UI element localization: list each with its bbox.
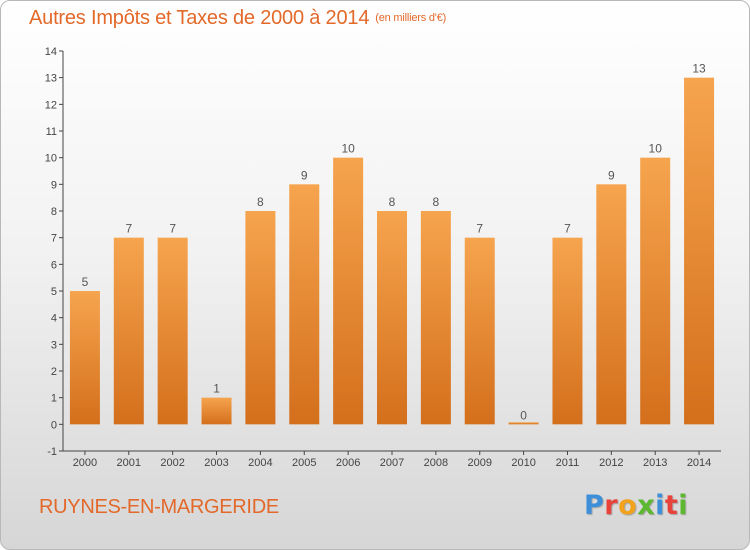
bar-2011 — [552, 237, 583, 425]
x-tick-label-2002: 2002 — [160, 457, 184, 469]
x-tick-label-2011: 2011 — [556, 457, 580, 469]
bar-2005 — [289, 184, 320, 425]
x-tick-label-2010: 2010 — [511, 457, 535, 469]
bar-2003 — [201, 397, 232, 425]
x-tick-label-2003: 2003 — [204, 457, 228, 469]
y-tick-label: 8 — [51, 206, 57, 218]
bar-2000 — [69, 291, 100, 425]
y-tick-label: -1 — [47, 446, 57, 458]
data-label-2008: 8 — [433, 195, 440, 209]
bar-2007 — [377, 211, 407, 425]
x-tick-label-2006: 2006 — [336, 457, 360, 469]
y-tick-label: 12 — [45, 99, 57, 111]
data-label-2013: 10 — [649, 142, 663, 156]
bar-2013 — [640, 157, 671, 425]
y-tick-label: 14 — [45, 46, 57, 58]
x-tick-label-2007: 2007 — [380, 457, 404, 469]
bar-2004 — [245, 211, 276, 425]
data-label-2014: 13 — [692, 62, 706, 76]
chart-unit-label: (en milliers d'€) — [375, 12, 447, 24]
x-tick-label-2012: 2012 — [599, 457, 623, 469]
bar-2008 — [420, 211, 451, 425]
x-tick-label-2013: 2013 — [643, 457, 667, 469]
commune-name: RUYNES-EN-MARGERIDE — [39, 496, 279, 518]
data-label-2009: 7 — [476, 222, 483, 236]
data-label-2006: 10 — [341, 142, 355, 156]
y-tick-label: 11 — [46, 126, 57, 138]
chart-title-text: Autres Impôts et Taxes de 2000 à 2014 — [29, 7, 370, 29]
proxiti-logo[interactable]: Proxiti — [584, 490, 689, 521]
bar-2001 — [113, 237, 144, 425]
chart-title: Autres Impôts et Taxes de 2000 à 2014 (en… — [29, 7, 446, 30]
y-tick-label: 7 — [51, 233, 57, 245]
bar-2014 — [684, 77, 715, 425]
data-label-2010: 0 — [520, 408, 527, 422]
y-tick-label: 3 — [51, 339, 57, 351]
data-label-2007: 8 — [389, 195, 396, 209]
data-label-2002: 7 — [169, 222, 176, 236]
bar-2009 — [464, 237, 495, 425]
bar-2006 — [333, 157, 364, 425]
y-tick-label: 0 — [51, 419, 57, 431]
data-label-2011: 7 — [564, 222, 571, 236]
y-tick-label: 10 — [45, 153, 57, 165]
bar-2002 — [157, 237, 188, 425]
y-tick-label: 6 — [51, 259, 57, 271]
chart-bars — [69, 77, 715, 425]
y-tick-label: 2 — [51, 366, 57, 378]
x-tick-label-2001: 2001 — [117, 457, 141, 469]
x-tick-label-2014: 2014 — [687, 457, 711, 469]
chart-data-labels: 5 7 7 1 8 9 10 8 8 7 0 7 9 10 13 — [82, 62, 706, 423]
bar-2010 — [508, 422, 539, 425]
y-tick-label: 9 — [51, 179, 57, 191]
x-tick-label-2008: 2008 — [424, 457, 448, 469]
bar-2012 — [596, 184, 627, 425]
x-tick-label-2009: 2009 — [467, 457, 491, 469]
y-tick-label: 4 — [51, 313, 57, 325]
x-tick-label-2005: 2005 — [292, 457, 316, 469]
y-tick-label: 13 — [45, 73, 57, 85]
y-tick-label: 5 — [51, 286, 57, 298]
data-label-2001: 7 — [125, 222, 132, 236]
data-label-2004: 8 — [257, 195, 264, 209]
x-tick-label-2000: 2000 — [73, 457, 97, 469]
data-label-2000: 5 — [82, 275, 89, 289]
data-label-2012: 9 — [608, 168, 615, 182]
data-label-2005: 9 — [301, 168, 308, 182]
x-tick-label-2004: 2004 — [248, 457, 272, 469]
y-tick-label: 1 — [51, 393, 57, 405]
data-label-2003: 1 — [213, 382, 220, 396]
